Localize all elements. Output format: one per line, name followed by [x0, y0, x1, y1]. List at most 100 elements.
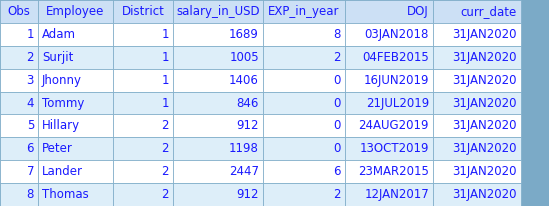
Text: Adam: Adam: [42, 28, 76, 41]
Bar: [38, 23, 113, 46]
Bar: [38, 183, 113, 206]
Text: 0: 0: [334, 142, 341, 155]
Bar: [38, 137, 113, 160]
Text: Employee: Employee: [46, 5, 105, 18]
Bar: [263, 183, 345, 206]
Bar: [345, 23, 433, 46]
Bar: [0, 137, 38, 160]
Bar: [263, 46, 345, 69]
Bar: [433, 91, 521, 115]
Text: Obs: Obs: [8, 5, 30, 18]
Text: 0: 0: [334, 119, 341, 132]
Bar: [0, 46, 38, 69]
Text: 2: 2: [333, 51, 341, 64]
Bar: [38, 69, 113, 91]
Bar: [345, 0, 433, 23]
Text: 1198: 1198: [229, 142, 259, 155]
Text: 0: 0: [334, 74, 341, 87]
Text: 1: 1: [161, 28, 169, 41]
Text: 1406: 1406: [229, 74, 259, 87]
Text: 04FEB2015: 04FEB2015: [362, 51, 429, 64]
Text: Surjit: Surjit: [42, 51, 74, 64]
Bar: [173, 46, 263, 69]
Bar: [433, 183, 521, 206]
Bar: [263, 160, 345, 183]
Bar: [263, 91, 345, 115]
Text: Hillary: Hillary: [42, 119, 80, 132]
Text: 2: 2: [161, 165, 169, 178]
Bar: [113, 91, 173, 115]
Bar: [173, 160, 263, 183]
Text: 31JAN2020: 31JAN2020: [452, 188, 517, 201]
Bar: [113, 0, 173, 23]
Text: Lander: Lander: [42, 165, 83, 178]
Bar: [345, 115, 433, 137]
Text: 0: 0: [334, 96, 341, 110]
Text: EXP_in_year: EXP_in_year: [268, 5, 340, 18]
Bar: [433, 23, 521, 46]
Text: 31JAN2020: 31JAN2020: [452, 142, 517, 155]
Text: DOJ: DOJ: [407, 5, 429, 18]
Bar: [113, 183, 173, 206]
Bar: [345, 137, 433, 160]
Text: Peter: Peter: [42, 142, 73, 155]
Text: 12JAN2017: 12JAN2017: [364, 188, 429, 201]
Text: Thomas: Thomas: [42, 188, 89, 201]
Text: 8: 8: [26, 188, 34, 201]
Bar: [0, 0, 38, 23]
Text: District: District: [121, 5, 165, 18]
Bar: [263, 69, 345, 91]
Bar: [113, 160, 173, 183]
Bar: [0, 183, 38, 206]
Text: 1: 1: [161, 96, 169, 110]
Text: 2: 2: [161, 188, 169, 201]
Text: 31JAN2020: 31JAN2020: [452, 119, 517, 132]
Bar: [433, 0, 521, 23]
Bar: [433, 137, 521, 160]
Text: 31JAN2020: 31JAN2020: [452, 28, 517, 41]
Text: 24AUG2019: 24AUG2019: [358, 119, 429, 132]
Bar: [345, 183, 433, 206]
Bar: [345, 69, 433, 91]
Bar: [345, 160, 433, 183]
Bar: [345, 46, 433, 69]
Bar: [433, 46, 521, 69]
Text: 31JAN2020: 31JAN2020: [452, 51, 517, 64]
Text: 1: 1: [161, 51, 169, 64]
Text: 1: 1: [26, 28, 34, 41]
Bar: [38, 115, 113, 137]
Text: 31JAN2020: 31JAN2020: [452, 74, 517, 87]
Text: 31JAN2020: 31JAN2020: [452, 96, 517, 110]
Bar: [173, 115, 263, 137]
Text: 8: 8: [334, 28, 341, 41]
Text: 2: 2: [333, 188, 341, 201]
Bar: [0, 91, 38, 115]
Text: 7: 7: [26, 165, 34, 178]
Text: 912: 912: [237, 188, 259, 201]
Bar: [113, 23, 173, 46]
Text: Tommy: Tommy: [42, 96, 85, 110]
Text: 31JAN2020: 31JAN2020: [452, 165, 517, 178]
Bar: [263, 0, 345, 23]
Text: 846: 846: [237, 96, 259, 110]
Bar: [173, 137, 263, 160]
Bar: [263, 23, 345, 46]
Text: 1005: 1005: [229, 51, 259, 64]
Text: 16JUN2019: 16JUN2019: [363, 74, 429, 87]
Bar: [38, 0, 113, 23]
Text: 03JAN2018: 03JAN2018: [365, 28, 429, 41]
Text: Jhonny: Jhonny: [42, 74, 82, 87]
Bar: [0, 115, 38, 137]
Bar: [0, 23, 38, 46]
Bar: [38, 160, 113, 183]
Text: 23MAR2015: 23MAR2015: [358, 165, 429, 178]
Bar: [0, 69, 38, 91]
Bar: [113, 69, 173, 91]
Text: 912: 912: [237, 119, 259, 132]
Bar: [345, 91, 433, 115]
Bar: [0, 160, 38, 183]
Bar: [263, 115, 345, 137]
Bar: [173, 23, 263, 46]
Bar: [433, 160, 521, 183]
Text: 6: 6: [333, 165, 341, 178]
